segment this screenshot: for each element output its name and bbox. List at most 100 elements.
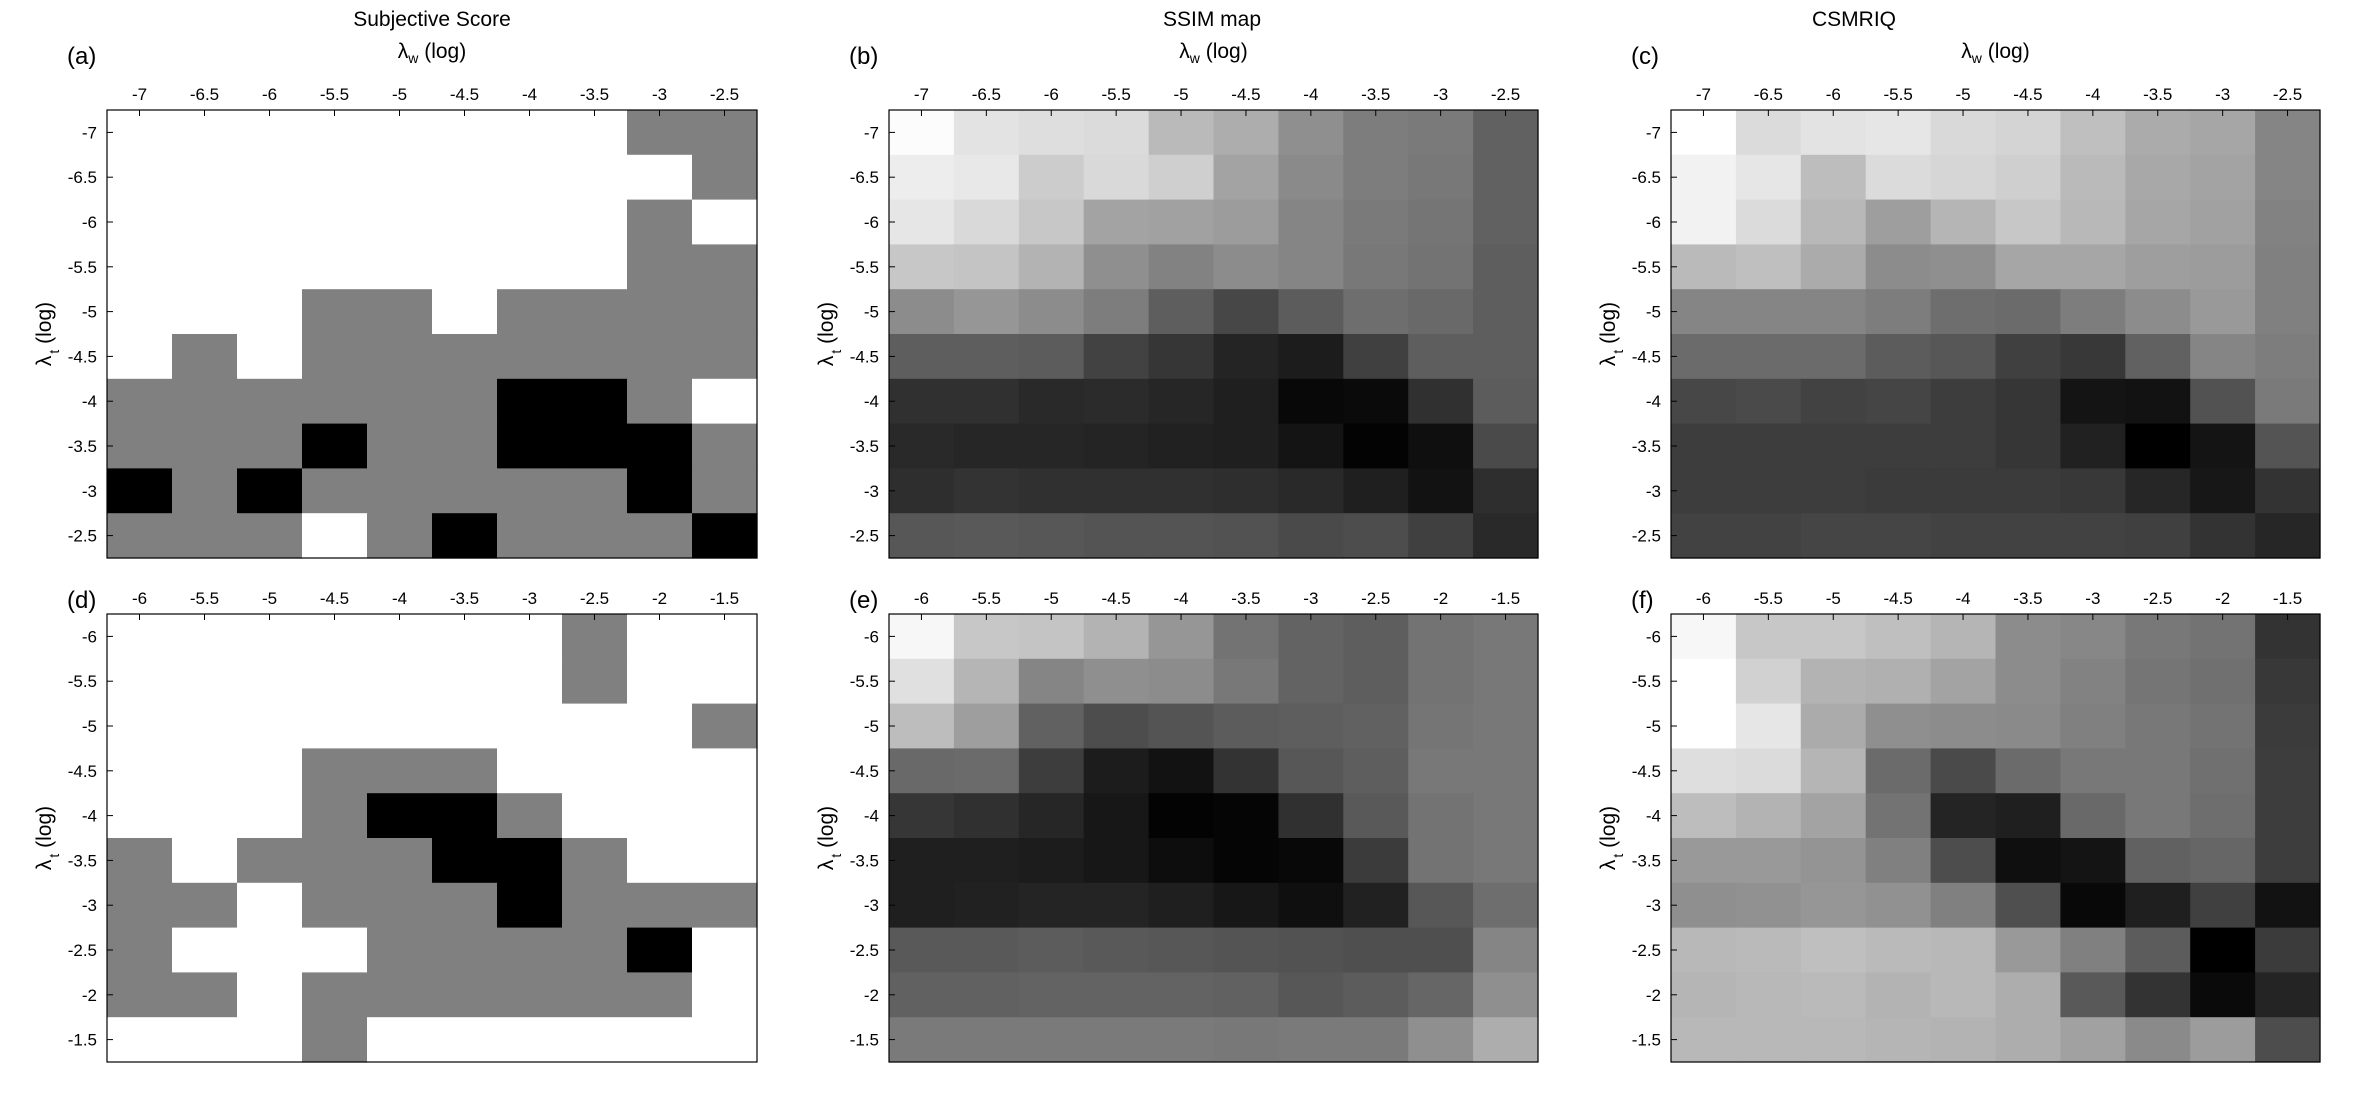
y-tick-label: -5.5 <box>1632 672 1661 691</box>
heatmap-cell <box>2125 793 2191 839</box>
heatmap-cell <box>1735 378 1802 425</box>
heatmap-cell <box>1018 154 1085 201</box>
heatmap-cell <box>1865 1017 1932 1063</box>
heatmap-cell <box>889 513 955 559</box>
x-tick-label: -7 <box>914 85 929 104</box>
heatmap-cell <box>1408 244 1474 290</box>
heatmap-cell <box>172 972 238 1018</box>
y-tick-label: -4.5 <box>1632 762 1661 781</box>
heatmap-cell <box>367 110 433 156</box>
x-tick-label: -7 <box>132 85 147 104</box>
heatmap-cell <box>889 423 955 469</box>
heatmap-cell <box>1995 154 2061 201</box>
y-tick-label: -2.5 <box>850 941 879 960</box>
heatmap-cell <box>1083 154 1150 201</box>
x-tick-label: -3.5 <box>2013 589 2042 608</box>
heatmap-cell <box>1930 793 1997 839</box>
heatmap-cell <box>627 289 693 335</box>
heatmap-cell <box>1473 927 1539 973</box>
heatmap-cell <box>302 244 368 290</box>
x-tick-label: -5.5 <box>1102 85 1131 104</box>
y-tick-label: -6.5 <box>850 168 879 187</box>
heatmap-cell <box>1995 423 2061 469</box>
heatmap-cell <box>1671 334 1737 380</box>
heatmap-cell <box>1343 838 1409 884</box>
heatmap-cell <box>1343 614 1409 660</box>
heatmap-cell <box>2125 110 2191 156</box>
heatmap-cell <box>1735 972 1802 1018</box>
heatmap-cell <box>889 154 955 201</box>
col-title-ssim-map: SSIM map <box>1163 8 1261 31</box>
heatmap-cell <box>1930 1017 1997 1063</box>
heatmap-cell <box>1278 1017 1344 1063</box>
heatmap-cell <box>1408 972 1474 1018</box>
y-tick-label: -3 <box>864 896 879 915</box>
heatmap-cell <box>1083 244 1150 290</box>
y-tick-label: -4 <box>1646 392 1661 411</box>
heatmap-cell <box>2190 614 2256 660</box>
y-tick-label: -4 <box>82 807 97 826</box>
heatmap-cell <box>497 110 563 156</box>
heatmap-cell <box>1278 614 1344 660</box>
heatmap-cell <box>1865 289 1932 335</box>
heatmap-cell <box>953 154 1020 201</box>
heatmap-cell <box>2255 703 2321 749</box>
heatmap-cell <box>1995 1017 2061 1063</box>
y-tick-label: -2.5 <box>1632 941 1661 960</box>
heatmap-cell <box>1148 927 1215 973</box>
heatmap-cell <box>1800 927 1867 973</box>
heatmap-cell <box>2060 334 2126 380</box>
heatmap-cell <box>2190 1017 2256 1063</box>
heatmap-cell <box>562 468 628 514</box>
heatmap-cell <box>2125 703 2191 749</box>
heatmap-cell <box>1343 423 1409 469</box>
heatmap-cell <box>497 1017 563 1063</box>
heatmap-cell <box>497 334 563 380</box>
heatmap-cell <box>627 972 693 1018</box>
heatmap-cell <box>172 882 238 929</box>
heatmap-cell <box>172 423 238 469</box>
heatmap-cell <box>1995 289 2061 335</box>
x-tick-label: -3 <box>1433 85 1448 104</box>
x-tick-label: -3.5 <box>1231 589 1260 608</box>
heatmap-cell <box>172 513 238 559</box>
heatmap-cell <box>172 614 238 660</box>
heatmap-cell <box>1671 927 1737 973</box>
heatmap-cell <box>432 289 498 335</box>
heatmap-cell <box>953 614 1020 660</box>
heatmap-cell <box>1083 882 1150 929</box>
y-tick-label: -4.5 <box>68 347 97 366</box>
heatmap-cell <box>692 703 758 749</box>
heatmap-cell <box>2190 793 2256 839</box>
heatmap-cell <box>2060 289 2126 335</box>
heatmap-cell <box>2190 748 2256 794</box>
heatmap-cell <box>1018 1017 1085 1063</box>
y-tick-label: -5.5 <box>850 672 879 691</box>
heatmap-cell <box>172 703 238 749</box>
x-tick-label: -3 <box>522 589 537 608</box>
heatmap-cell <box>1800 154 1867 201</box>
heatmap-cell <box>1800 378 1867 425</box>
heatmap-cell <box>1930 658 1997 705</box>
heatmap-cell <box>1083 972 1150 1018</box>
heatmap-cell <box>1800 513 1867 559</box>
heatmap-cell <box>953 110 1020 156</box>
x-tick-label: -5.5 <box>1754 589 1783 608</box>
heatmap-cell <box>627 513 693 559</box>
heatmap-cell <box>497 882 563 929</box>
heatmap-cell <box>1930 882 1997 929</box>
heatmap-cell <box>1473 154 1539 201</box>
heatmap-cell <box>1148 334 1215 380</box>
heatmap-cell <box>627 199 693 245</box>
x-tick-label: -4 <box>392 589 407 608</box>
panel-label: (a) <box>67 43 96 70</box>
heatmap-cell <box>2255 378 2321 425</box>
heatmap-cell <box>1671 378 1737 425</box>
x-tick-label: -1.5 <box>710 589 739 608</box>
heatmap-cell <box>1083 1017 1150 1063</box>
y-tick-label: -5.5 <box>1632 258 1661 277</box>
heatmap-cell <box>237 334 303 380</box>
heatmap-cell <box>1408 378 1474 425</box>
heatmap-cell <box>1473 614 1539 660</box>
heatmap-cell <box>107 838 173 884</box>
